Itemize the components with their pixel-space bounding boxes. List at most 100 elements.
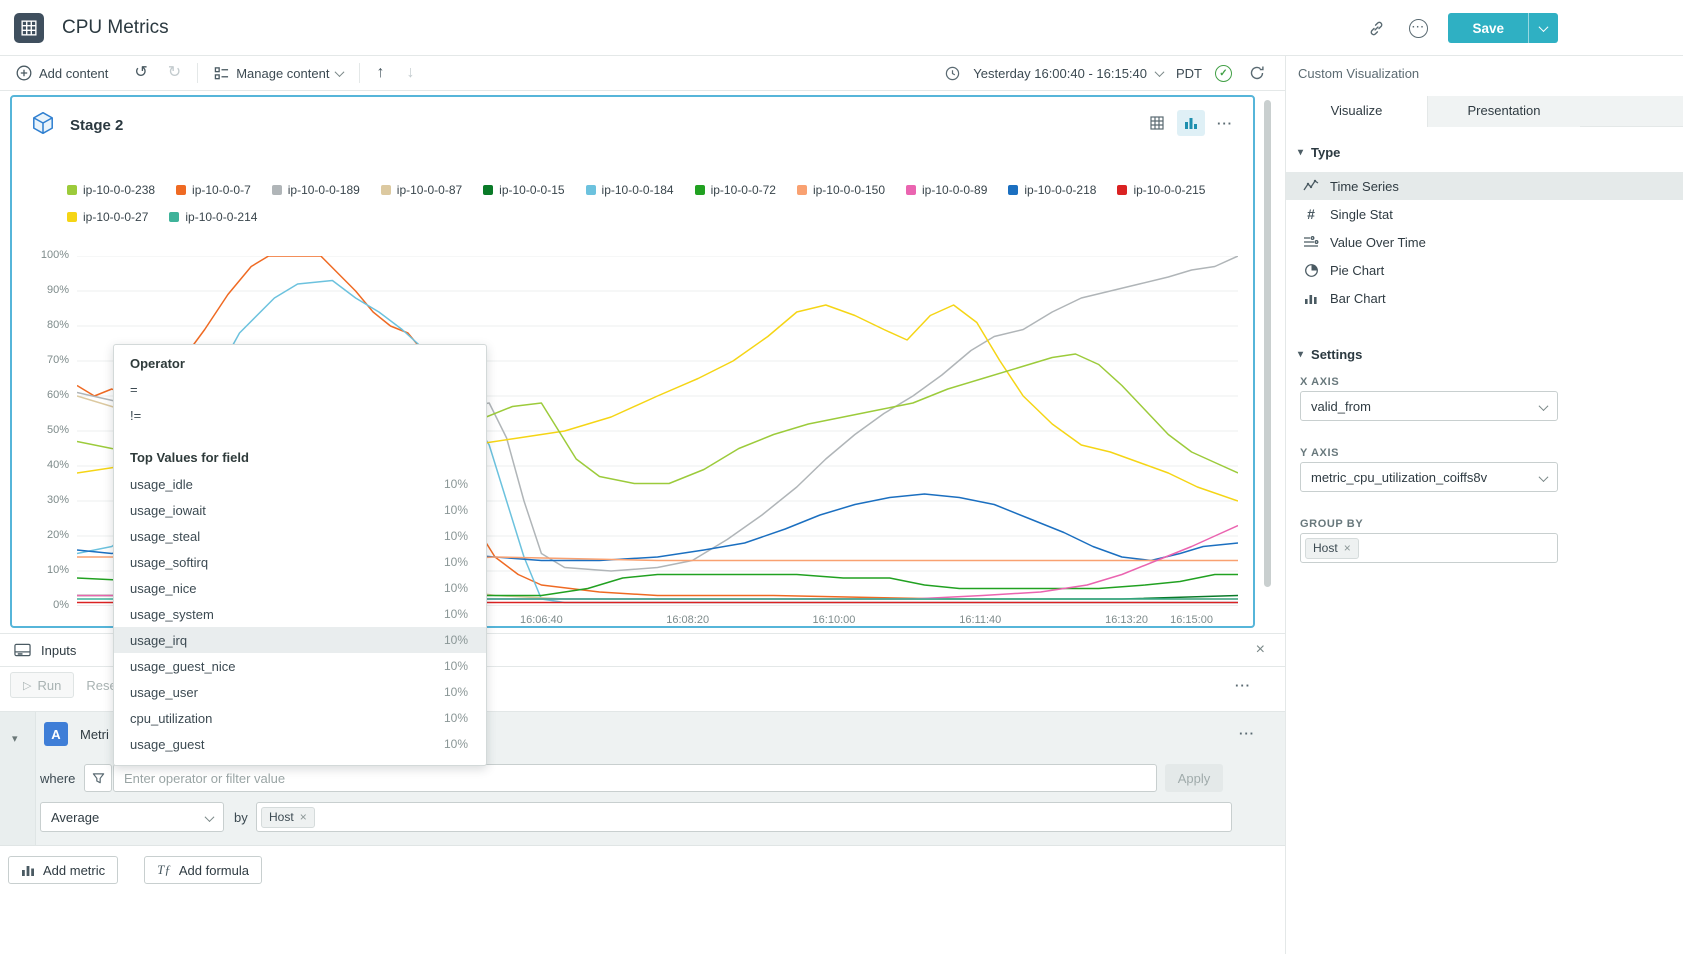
value-over-time-icon [1302,235,1320,249]
field-value-percent: 10% [444,737,468,751]
apply-button[interactable]: Apply [1165,764,1223,792]
filter-funnel-icon[interactable] [84,764,112,792]
x-axis-tick-label: 16:06:40 [520,614,563,626]
group-by-box[interactable]: Host × [1300,533,1558,563]
header-actions: ··· Save [1364,13,1558,43]
x-axis-tick-label: 16:10:00 [813,614,856,626]
legend-item[interactable]: ip-10-0-0-15 [483,183,564,197]
legend-label: ip-10-0-0-238 [83,183,155,197]
chevron-down-icon [335,67,345,77]
save-dropdown-button[interactable] [1528,13,1558,43]
field-value-option[interactable]: usage_iowait10% [114,497,486,523]
where-label: where [40,771,75,786]
y-axis-tick-label: 30% [47,494,69,506]
type-bar-chart[interactable]: Bar Chart [1286,284,1683,312]
field-value-option[interactable]: usage_user10% [114,679,486,705]
field-value-option[interactable]: usage_guest_nice10% [114,653,486,679]
legend-item[interactable]: ip-10-0-0-215 [1117,183,1205,197]
aggregation-row: Average by Host × [36,802,1285,832]
legend-item[interactable]: ip-10-0-0-214 [169,210,257,224]
dashboard-icon [14,13,44,43]
panel-view-toggles: ··· [1143,110,1239,136]
y-axis-tick-label: 80% [47,319,69,331]
chart-view-icon[interactable] [1177,110,1205,136]
group-by-field[interactable]: Host × [256,802,1232,832]
section-caret-icon[interactable]: ▾ [1298,147,1303,158]
collapse-caret-icon[interactable]: ▾ [12,732,18,745]
add-formula-button[interactable]: Tƒ Add formula [144,856,262,884]
host-chip[interactable]: Host × [261,807,315,828]
field-value-percent: 10% [444,477,468,491]
plus-circle-icon [16,65,32,81]
operator-option[interactable]: != [114,403,486,429]
legend-swatch [586,185,596,195]
aggregation-dropdown[interactable]: Average [40,802,224,832]
type-single-stat[interactable]: # Single Stat [1286,200,1683,228]
panel-more-icon[interactable]: ··· [1211,110,1239,136]
add-metric-button[interactable]: Add metric [8,856,118,884]
tab-presentation[interactable]: Presentation [1428,96,1580,127]
undo-icon[interactable]: ↺ [134,65,147,81]
x-axis-tick-label: 16:08:20 [666,614,709,626]
field-value-option[interactable]: usage_steal10% [114,523,486,549]
move-up-icon[interactable]: ↑ [376,65,384,81]
field-value-option[interactable]: usage_system10% [114,601,486,627]
field-value-option[interactable]: usage_guest 10% [114,731,486,757]
query-more-icon[interactable]: ··· [1235,678,1251,693]
field-value-option[interactable]: usage_softirq10% [114,549,486,575]
metric-query-label: Metri [80,727,109,742]
run-button[interactable]: ▷ Run [10,672,74,698]
field-value-name: usage_guest [130,737,204,752]
x-axis-dropdown[interactable]: valid_from [1300,391,1558,421]
field-value-option[interactable]: usage_idle10% [114,471,486,497]
legend-item[interactable]: ip-10-0-0-89 [906,183,987,197]
legend-item[interactable]: ip-10-0-0-184 [586,183,674,197]
group-by-host-chip[interactable]: Host × [1305,538,1359,559]
pie-chart-icon [1302,263,1320,278]
chip-remove-icon[interactable]: × [300,811,307,823]
more-options-icon[interactable]: ··· [1406,16,1430,40]
tab-visualize[interactable]: Visualize [1286,96,1428,127]
legend-item[interactable]: ip-10-0-0-87 [381,183,462,197]
formula-icon: Tƒ [157,862,171,878]
time-series-icon [1302,179,1320,193]
operator-option[interactable]: = [114,377,486,403]
legend-item[interactable]: ip-10-0-0-189 [272,183,360,197]
save-button[interactable]: Save [1448,13,1528,43]
add-content-button[interactable]: Add content [16,65,108,81]
field-value-option[interactable]: usage_nice10% [114,575,486,601]
legend-swatch [695,185,705,195]
field-value-option[interactable]: usage_irq10% [114,627,486,653]
refresh-icon[interactable] [1245,61,1269,85]
table-view-icon[interactable] [1143,110,1171,136]
legend-item[interactable]: ip-10-0-0-150 [797,183,885,197]
filter-input[interactable] [113,764,1157,792]
type-value-over-time[interactable]: Value Over Time [1286,228,1683,256]
manage-content-button[interactable]: Manage content [214,66,343,81]
legend-item[interactable]: ip-10-0-0-218 [1008,183,1096,197]
legend-item[interactable]: ip-10-0-0-7 [176,183,251,197]
metric-more-icon[interactable]: ··· [1239,726,1255,741]
field-value-percent: 10% [444,633,468,647]
close-icon[interactable]: × [1256,641,1265,659]
legend-item[interactable]: ip-10-0-0-72 [695,183,776,197]
collapse-strip[interactable]: ▾ [0,712,36,845]
legend-item[interactable]: ip-10-0-0-238 [67,183,155,197]
by-label: by [234,810,248,825]
time-range-selector[interactable]: Yesterday 16:00:40 - 16:15:40 [973,66,1163,81]
chevron-down-icon [1539,472,1549,482]
field-value-option[interactable]: cpu_utilization10% [114,705,486,731]
section-caret-icon[interactable]: ▾ [1298,349,1303,360]
legend-swatch [797,185,807,195]
chip-remove-icon[interactable]: × [1344,542,1351,554]
vertical-scrollbar[interactable] [1264,100,1271,587]
type-time-series[interactable]: Time Series [1286,172,1683,200]
y-axis-dropdown[interactable]: metric_cpu_utilization_coiffs8v [1300,462,1558,492]
tab-inputs[interactable]: Inputs [41,643,76,658]
share-link-icon[interactable] [1364,16,1388,40]
timezone-label[interactable]: PDT [1176,66,1202,81]
legend-item[interactable]: ip-10-0-0-27 [67,210,148,224]
type-pie-chart[interactable]: Pie Chart [1286,256,1683,284]
tab-filler [1580,96,1683,126]
redo-icon: ↻ [168,65,181,81]
